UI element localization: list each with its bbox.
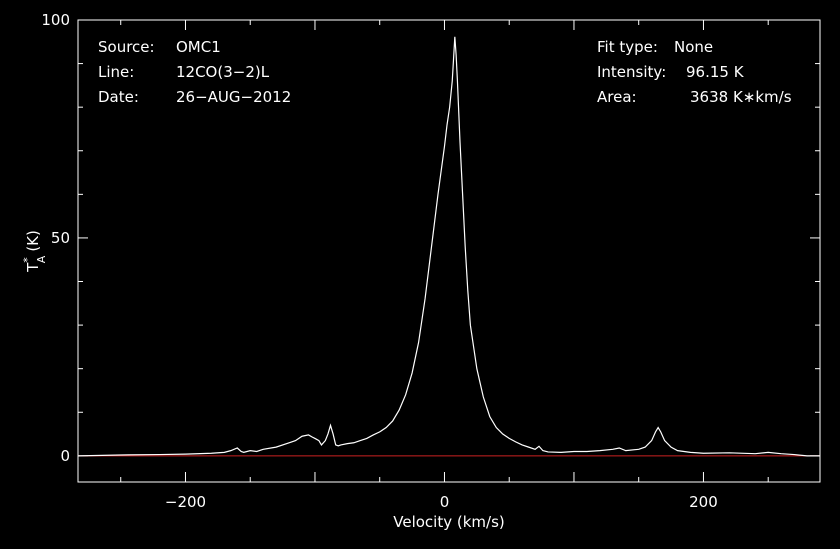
info-area-label: Area: [597,88,637,106]
y-tick-label: 0 [60,447,70,465]
info-line-label: Line: [98,63,134,81]
info-intensity-label: Intensity: [597,63,666,81]
info-source-label: Source: [98,38,155,56]
x-tick-label: 0 [440,493,450,511]
plot-frame [77,19,821,483]
info-area-value: 3638 K∗km/s [690,88,792,106]
info-line-value: 12CO(3−2)L [176,63,270,81]
x-tick-label: −200 [165,493,206,511]
spectrum-line [77,36,820,457]
y-tick-label: 100 [41,11,70,29]
x-axis-label: Velocity (km/s) [393,513,504,531]
y-axis-label-sub: A [35,255,48,263]
info-fit-type-value: None [674,38,713,56]
axis-tick-labels: −200 0 200 0 50 100 [41,11,717,511]
info-intensity-value: 96.15 K [686,63,745,81]
svg-text:T*A(K): T*A (K) [21,230,48,273]
x-tick-label: 200 [689,493,718,511]
info-source-value: OMC1 [176,38,221,56]
y-axis-label-unit: (K) [24,230,42,252]
info-date-label: Date: [98,88,139,106]
y-axis-label-sup: * [21,257,34,263]
y-axis-label-main: T [24,262,42,273]
y-tick-label: 50 [51,229,70,247]
info-date-value: 26−AUG−2012 [176,88,291,106]
info-fit-type-label: Fit type: [597,38,658,56]
y-axis-label: T*A (K) [21,230,48,273]
